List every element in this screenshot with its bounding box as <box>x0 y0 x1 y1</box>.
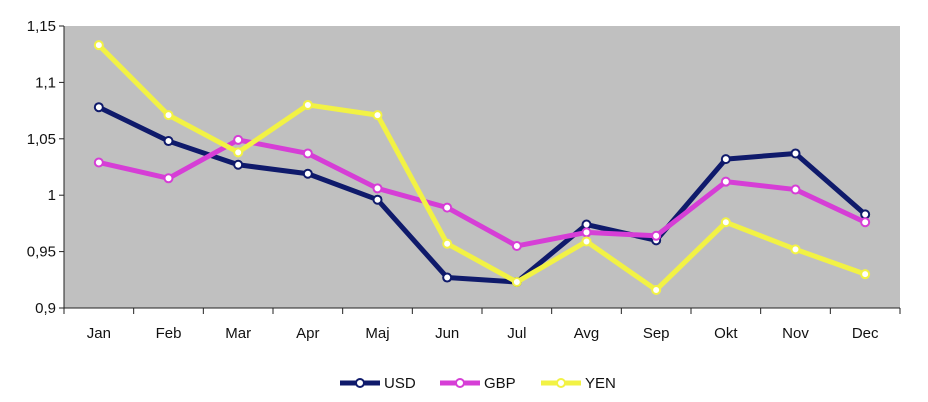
x-tick-label: Feb <box>156 325 182 342</box>
data-point-gbp <box>372 183 383 194</box>
data-point-yen <box>651 284 662 295</box>
data-point-gbp <box>163 173 174 184</box>
y-tick-label: 0,95 <box>27 244 56 261</box>
data-point-gbp <box>581 227 592 238</box>
legend: USD GBP YEN <box>340 375 616 392</box>
y-tick-label: 1,15 <box>27 18 56 35</box>
data-point-gbp <box>233 134 244 145</box>
x-tick-label: Okt <box>714 325 738 342</box>
x-tick-label: Jul <box>507 325 526 342</box>
y-tick-label: 0,9 <box>35 300 56 317</box>
x-tick-label: Jan <box>87 325 111 342</box>
x-tick-label: Nov <box>782 325 809 342</box>
data-point-usd <box>372 194 383 205</box>
data-point-usd <box>302 168 313 179</box>
legend-marker-gbp <box>455 378 465 388</box>
legend-label-gbp: GBP <box>484 375 516 392</box>
x-tick-label: Dec <box>852 325 879 342</box>
x-tick-label: Jun <box>435 325 459 342</box>
data-point-gbp <box>511 240 522 251</box>
legend-label-usd: USD <box>384 375 416 392</box>
data-point-gbp <box>860 217 871 228</box>
x-tick-label: Mar <box>225 325 251 342</box>
y-tick-label: 1,1 <box>35 74 56 91</box>
data-point-yen <box>720 217 731 228</box>
data-point-gbp <box>302 148 313 159</box>
y-tick-label: 1,05 <box>27 131 56 148</box>
y-tick-label: 1 <box>48 187 56 204</box>
legend-marker-usd <box>355 378 365 388</box>
series-yen <box>93 40 871 295</box>
data-point-usd <box>442 272 453 283</box>
data-point-gbp <box>651 230 662 241</box>
axes: 0,9 0,95 1 1,05 1,1 1,15 Jan Feb Mar Apr Maj Jun Jul… <box>27 18 901 342</box>
data-point-yen <box>163 110 174 121</box>
x-tick-label: Avg <box>574 325 600 342</box>
x-tick-label: Maj <box>365 325 389 342</box>
data-point-gbp <box>442 202 453 213</box>
data-point-gbp <box>720 176 731 187</box>
x-tick-label: Sep <box>643 325 670 342</box>
data-point-yen <box>860 269 871 280</box>
legend-label-yen: YEN <box>585 375 616 392</box>
data-point-yen <box>372 110 383 121</box>
series-line-usd <box>96 104 868 285</box>
x-tick-label: Apr <box>296 325 319 342</box>
data-point-yen <box>93 40 104 51</box>
data-point-usd <box>860 209 871 220</box>
legend-marker-yen <box>556 378 566 388</box>
data-point-yen <box>790 244 801 255</box>
data-point-gbp <box>790 184 801 195</box>
series-layer <box>93 40 871 295</box>
data-point-usd <box>93 102 104 113</box>
data-point-yen <box>233 147 244 158</box>
data-point-usd <box>790 148 801 159</box>
data-point-usd <box>163 136 174 147</box>
data-point-yen <box>511 277 522 288</box>
data-point-yen <box>302 99 313 110</box>
data-point-usd <box>581 219 592 230</box>
data-point-yen <box>581 236 592 247</box>
data-point-gbp <box>93 157 104 168</box>
data-point-usd <box>233 159 244 170</box>
data-point-usd <box>720 154 731 165</box>
series-line-yen <box>96 42 868 293</box>
data-point-yen <box>442 238 453 249</box>
